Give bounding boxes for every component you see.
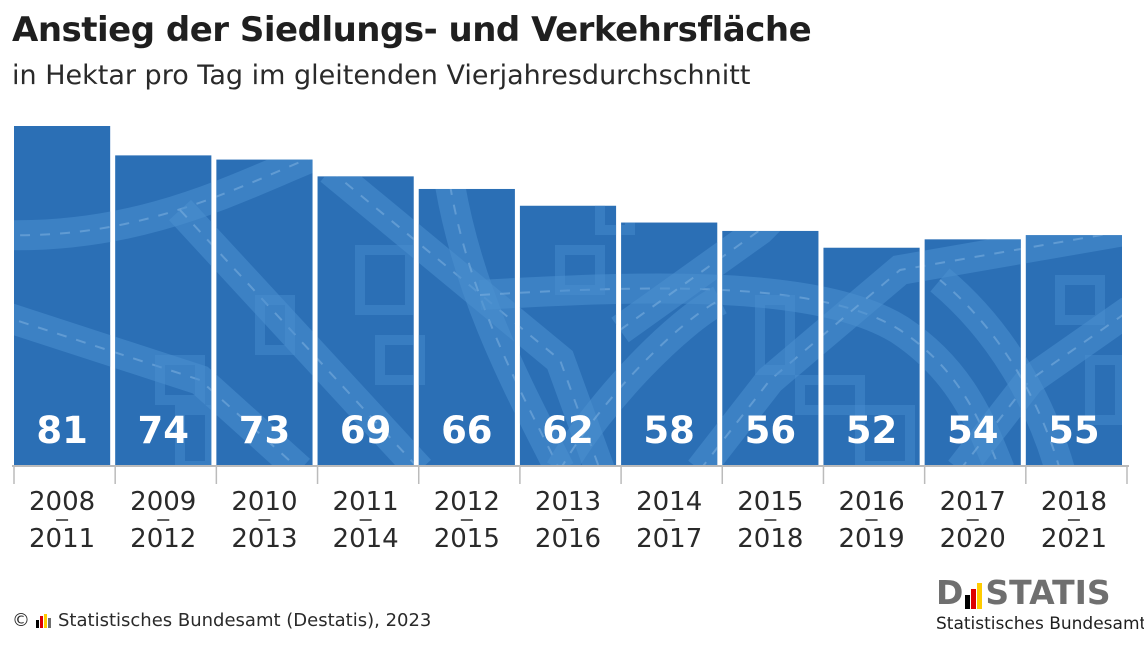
city-block-shape bbox=[255, 295, 295, 355]
bar-value-label: 52 bbox=[846, 409, 898, 452]
logo-flag-bars-icon bbox=[965, 581, 983, 609]
city-block-shape bbox=[375, 335, 425, 385]
x-tick-label-end: 2012 bbox=[130, 524, 196, 554]
x-axis: 2008 2011 2009 2012 2010 2013 2011 2014 2012 2015… bbox=[12, 465, 1129, 554]
x-tick-label-start: 2008 bbox=[29, 487, 95, 517]
bar-value-label: 56 bbox=[745, 409, 797, 452]
footer-source: © Statistisches Bundesamt (Destatis), 20… bbox=[12, 610, 431, 631]
x-tick-label-end: 2011 bbox=[29, 524, 95, 554]
chart-subtitle: in Hektar pro Tag im gleitenden Vierjahr… bbox=[12, 60, 751, 91]
x-tick-label-end: 2017 bbox=[636, 524, 702, 554]
x-tick-label-start: 2010 bbox=[231, 487, 297, 517]
city-block-shape bbox=[555, 245, 605, 295]
city-block-shape bbox=[1085, 355, 1123, 425]
road-lane-marking bbox=[14, 149, 331, 237]
x-tick-label-start: 2018 bbox=[1041, 487, 1107, 517]
x-tick-label-start: 2014 bbox=[636, 487, 702, 517]
x-tick-label-end: 2013 bbox=[231, 524, 297, 554]
bar-value-label: 62 bbox=[542, 409, 594, 452]
city-block-shape bbox=[755, 295, 795, 375]
bar-values-layer: 81 74 73 69 66 62 58 56 52 54 55 bbox=[36, 409, 1099, 452]
x-tick-label-end: 2015 bbox=[434, 524, 500, 554]
bar-value-label: 55 bbox=[1048, 409, 1100, 452]
x-tick-label-start: 2016 bbox=[838, 487, 904, 517]
x-tick-label-end: 2014 bbox=[333, 524, 399, 554]
bar-value-label: 81 bbox=[36, 409, 88, 452]
chart-title: Anstieg der Siedlungs- und Verkehrsfläch… bbox=[12, 10, 812, 50]
road-lane-marking bbox=[699, 229, 1123, 467]
bar-value-label: 66 bbox=[441, 409, 493, 452]
bar-value-label: 69 bbox=[340, 409, 392, 452]
logo-subtitle: Statistisches Bundesamt bbox=[936, 614, 1144, 634]
x-tick-label-end: 2019 bbox=[838, 524, 904, 554]
destatis-wordmark: D STATIS bbox=[936, 573, 1136, 612]
x-tick-label-start: 2013 bbox=[535, 487, 601, 517]
x-tick-label-start: 2012 bbox=[434, 487, 500, 517]
x-tick-label-end: 2020 bbox=[940, 524, 1006, 554]
x-tick-label-end: 2016 bbox=[535, 524, 601, 554]
city-block-shape bbox=[795, 375, 865, 415]
bar-0 bbox=[14, 126, 111, 466]
bar-value-label: 74 bbox=[138, 409, 190, 452]
x-tick-label-end: 2018 bbox=[737, 524, 803, 554]
x-tick-label-start: 2011 bbox=[333, 487, 399, 517]
city-block-shape bbox=[155, 355, 205, 405]
road-shape bbox=[14, 300, 311, 467]
source-text: Statistisches Bundesamt (Destatis), 2023 bbox=[58, 610, 432, 631]
destatis-mini-logo-icon bbox=[36, 613, 52, 628]
road-lane-marking bbox=[449, 184, 561, 467]
x-tick-label-start: 2015 bbox=[737, 487, 803, 517]
road-lane-marking bbox=[939, 279, 1061, 467]
city-block-shape bbox=[1055, 275, 1105, 325]
x-tick-label-start: 2009 bbox=[130, 487, 196, 517]
city-block-shape bbox=[355, 245, 415, 315]
road-shape bbox=[168, 199, 432, 467]
destatis-logo: D STATIS Statistisches Bundesamt bbox=[936, 573, 1144, 634]
logo-letter-d: D bbox=[936, 573, 964, 612]
bar-chart: 81 74 73 69 66 62 58 56 52 54 55 20082011200920122… bbox=[12, 126, 1129, 554]
bar-value-label: 58 bbox=[643, 409, 695, 452]
logo-letters-statis: STATIS bbox=[985, 573, 1111, 612]
copyright-symbol: © bbox=[12, 610, 30, 631]
bar-value-label: 73 bbox=[239, 409, 291, 452]
bar-value-label: 54 bbox=[947, 409, 999, 452]
x-tick-label-start: 2017 bbox=[940, 487, 1006, 517]
x-tick-label-end: 2021 bbox=[1041, 524, 1107, 554]
road-shape bbox=[546, 286, 728, 467]
